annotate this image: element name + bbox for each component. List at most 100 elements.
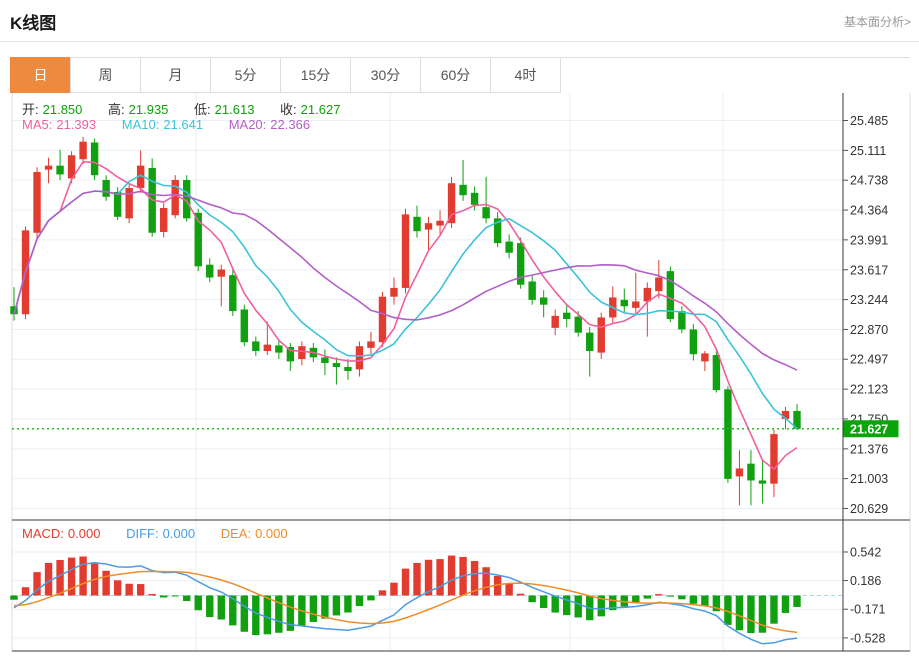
price-axis-label: 22.497 [850,353,888,367]
macd-bar [655,594,663,596]
ma20-value: 22.366 [270,117,311,132]
tab-日[interactable]: 日 [10,57,71,93]
page-title: K线图 [10,14,57,33]
macd-bar [770,595,778,624]
ohlc-readout: 开: 21.850 高: 21.935 低: 21.613 收: 21.627 [22,99,344,118]
candle-body [263,344,272,352]
dea-layer [13,570,798,634]
ma10-label: MA10: [121,117,160,132]
macd-bar [482,567,490,596]
candle-body [206,264,214,278]
macd-bar [332,595,341,616]
macd-bar [125,583,133,596]
macd-bar [666,595,675,597]
candle-body [56,165,64,175]
candle-body [33,172,41,233]
candle-body [183,180,191,219]
macd-bar [597,595,605,617]
current-price-value: 21.627 [850,422,888,436]
candle-body [655,277,663,292]
macd-bar [378,590,387,596]
tab-30分[interactable]: 30分 [350,57,421,93]
macd-axis-label: 0.542 [850,545,881,559]
candle-body [586,332,594,352]
diff-value: 0.000 [162,526,196,541]
macd-bar [563,595,571,616]
macd-bar [79,556,87,596]
macd-bar [44,562,53,596]
macd-bar [148,593,156,596]
candle-body [597,317,605,353]
candle-body [505,241,513,253]
ma20-layer [13,190,798,371]
candle-body [401,214,410,288]
candle-body [113,192,122,217]
candle-body [678,311,686,330]
price-axis-label: 23.617 [850,263,888,277]
price-axis-label: 22.870 [850,323,888,337]
macd-bar [171,595,179,597]
candle-body [632,301,640,308]
candle-body [724,389,732,479]
candle-body [102,180,110,197]
candle-body [528,281,536,300]
macd-bar [470,561,479,596]
tab-周[interactable]: 周 [70,57,141,93]
low-value: 21.613 [214,102,255,117]
price-axis-label: 20.629 [850,502,888,516]
macd-bar [735,595,744,631]
macd-bar [609,595,617,611]
candle-body [712,355,721,391]
macd-readout: MACD: 0.000 DIFF: 0.000 DEA: 0.000 [22,526,292,541]
tab-4时[interactable]: 4时 [490,57,561,93]
macd-bar [136,584,145,596]
tab-60分[interactable]: 60分 [420,57,491,93]
tab-5分[interactable]: 5分 [210,57,281,93]
candle-body [286,347,295,362]
macd-bar [240,595,248,632]
candle-body [378,296,387,343]
close-label: 收: [280,102,297,117]
macd-bar [516,593,525,596]
candle-body [470,192,479,205]
candle-body [194,212,202,267]
interval-tab-bar: 日周月 5分 15分 30分 60分 4时 [10,57,910,93]
ma-readout: MA5: 21.393 MA10: 21.641 MA20: 22.366 [22,117,314,132]
macd-bar [678,595,686,600]
tab-15分[interactable]: 15分 [280,57,351,93]
price-axis-label: 25.485 [850,114,888,128]
macd-bar [252,595,260,636]
macd-axis-label: -0.528 [850,631,885,645]
macd-bar [689,595,698,604]
macd-bar [229,595,237,626]
open-value: 21.850 [42,102,83,117]
macd-bar [747,595,755,634]
close-value: 21.627 [300,102,341,117]
macd-bar [401,568,410,596]
macd-bar [275,595,283,633]
candle-body [390,287,398,297]
macd-bar [712,595,721,612]
tab-月[interactable]: 月 [140,57,211,93]
candle-body [643,287,652,302]
price-axis-label: 23.244 [850,293,888,307]
dea-value: 0.000 [255,526,288,541]
ma20-label: MA20: [228,117,267,132]
macd-bar [10,595,18,600]
macd-bar [286,595,295,631]
gridlines [12,93,843,651]
fundamental-analysis-link[interactable]: 基本面分析> [843,15,911,29]
candle-body [747,463,755,481]
macd-bar [643,595,652,599]
macd-bar [309,595,318,622]
candle-body [171,180,179,216]
macd-axis-label: -0.171 [850,603,885,617]
macd-value: 0.000 [67,526,101,541]
macd-bar [447,555,456,596]
candle-body [159,207,168,232]
candle-body [67,155,76,179]
kline-chart[interactable]: 25.485 25.111 24.738 24.364 23.991 23.617 23.2… [0,93,919,657]
macd-bar [102,570,110,596]
macd-bar [390,582,398,596]
